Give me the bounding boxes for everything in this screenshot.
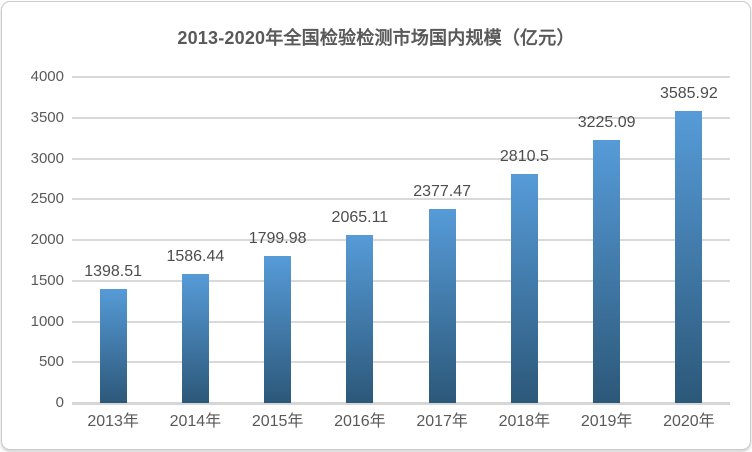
y-tick-label: 1000 <box>30 312 64 330</box>
chart-title: 2013-2020年全国检验检测市场国内规模（亿元） <box>177 28 575 48</box>
x-category-label: 2018年 <box>498 413 551 430</box>
bar-value-label: 1586.44 <box>166 247 225 265</box>
bar <box>593 140 621 403</box>
y-tick-label: 3000 <box>30 149 64 167</box>
bar-value-label: 3225.09 <box>577 114 636 132</box>
gridline <box>72 157 730 160</box>
x-category-label: 2020年 <box>663 413 715 430</box>
gridline <box>72 361 730 364</box>
bar <box>99 289 127 403</box>
bar <box>510 173 538 403</box>
bar-value-label: 1398.51 <box>84 263 143 281</box>
bar-value-label: 1799.98 <box>248 230 307 248</box>
bar <box>264 256 292 403</box>
y-tick-label: 2500 <box>30 190 64 208</box>
y-tick-label: 2000 <box>30 231 64 248</box>
gridline <box>72 76 730 78</box>
bar <box>346 234 374 403</box>
gridline <box>72 279 730 282</box>
bar-value-label: 3585.92 <box>659 84 718 102</box>
y-tick-label: 500 <box>38 353 64 371</box>
x-category-label: 2017年 <box>416 413 468 430</box>
y-tick-label: 3500 <box>30 108 64 126</box>
x-category-label: 2019年 <box>580 413 633 430</box>
x-category-label: 2013年 <box>87 413 139 430</box>
gridline <box>72 239 730 241</box>
gridline <box>72 198 730 201</box>
y-tick-label: 4000 <box>30 68 64 85</box>
y-tick-label: 1500 <box>30 271 64 289</box>
bar <box>675 110 703 403</box>
bar-value-label: 2377.47 <box>413 183 472 201</box>
x-category-label: 2016年 <box>334 413 386 430</box>
gridline <box>72 116 730 119</box>
x-category-label: 2014年 <box>169 413 222 430</box>
bar <box>428 209 456 403</box>
x-axis-line <box>72 402 730 405</box>
gridline <box>72 320 730 323</box>
x-category-label: 2015年 <box>251 413 304 430</box>
bar <box>181 273 209 403</box>
bar-value-label: 2810.5 <box>499 147 549 165</box>
bar-value-label: 2065.11 <box>331 208 389 226</box>
y-tick-label: 0 <box>55 394 64 411</box>
